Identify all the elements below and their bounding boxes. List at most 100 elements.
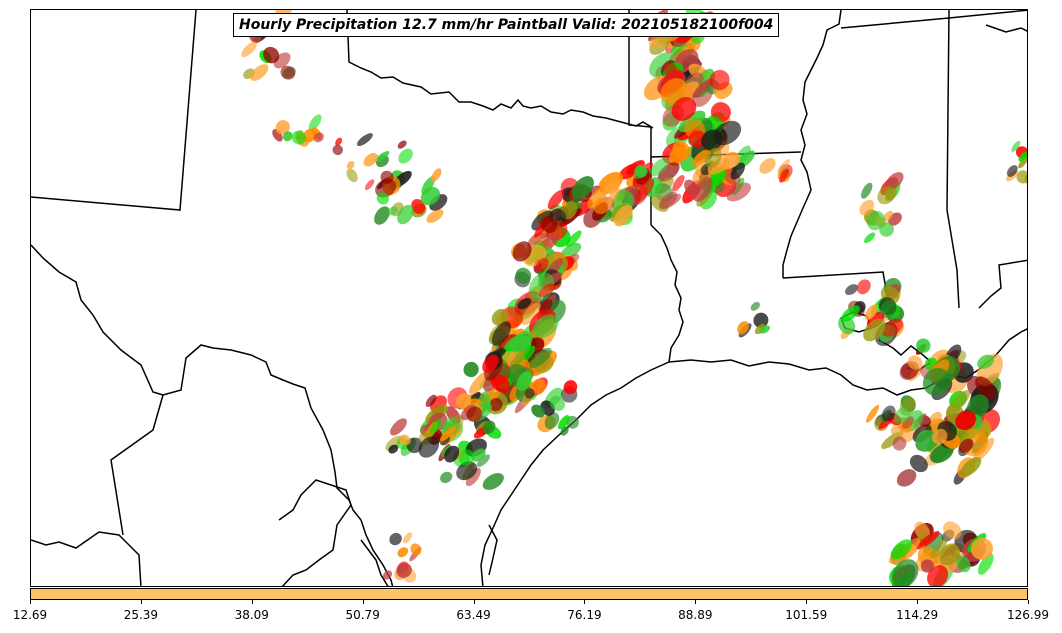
paintball-blob xyxy=(927,565,949,586)
paintball-blob xyxy=(693,177,713,202)
paintball-blob xyxy=(931,446,947,463)
paintball-blob xyxy=(308,114,322,131)
paintball-blob xyxy=(509,331,533,355)
paintball-blob xyxy=(544,412,560,430)
paintball-blob xyxy=(389,532,402,546)
mx-state-2 xyxy=(110,394,164,536)
paintball-blob xyxy=(1018,151,1027,162)
paintball-blob xyxy=(1016,170,1027,184)
paintball-blob xyxy=(465,467,481,487)
paintball-blob xyxy=(516,371,532,391)
colorbar-tick-label: 50.79 xyxy=(345,608,380,622)
paintball-blob xyxy=(476,454,490,467)
paintball-blob xyxy=(482,473,504,490)
paintball-blob xyxy=(571,176,594,200)
paintball-blob xyxy=(916,338,931,353)
colorbar-tick-mark xyxy=(473,600,475,604)
paintball-blob xyxy=(863,318,886,342)
paintball-blob xyxy=(864,232,876,244)
paintball-blob xyxy=(896,469,917,487)
paintball-blob xyxy=(977,354,995,369)
paintball-blob xyxy=(841,305,860,322)
paintball-blob xyxy=(429,418,442,435)
paintball-blob xyxy=(282,131,293,142)
paintball-blob xyxy=(587,186,608,209)
paintball-blob xyxy=(892,436,907,451)
paintball-blob xyxy=(930,539,947,559)
colorbar-tick-label: 63.49 xyxy=(456,608,491,622)
paintball-blob xyxy=(387,206,398,216)
paintball-blob xyxy=(398,148,413,164)
paintball-blob xyxy=(779,168,789,183)
paintball-blob xyxy=(723,151,741,168)
paintball-blob xyxy=(426,209,444,223)
mississippi-river xyxy=(782,10,842,278)
paintball-blob xyxy=(356,133,373,147)
nm-border-east xyxy=(31,10,197,211)
paintball-blob xyxy=(241,41,257,58)
paintball-blob xyxy=(660,78,687,104)
paintball-blob xyxy=(864,304,879,320)
paintball-blob xyxy=(956,555,971,573)
paintball-blob xyxy=(877,186,896,205)
paintball-blob xyxy=(363,152,379,167)
paintball-blob xyxy=(482,354,499,373)
paintball-blob xyxy=(671,97,697,121)
paintball-blob xyxy=(657,162,680,182)
colorbar-tick-mark xyxy=(1028,600,1029,604)
paintball-blob xyxy=(907,355,923,370)
paintball-blob xyxy=(527,347,552,369)
paintball-blob xyxy=(759,158,776,174)
paintball-blob xyxy=(916,530,940,550)
paintball-blob xyxy=(491,321,511,346)
colorbar-tick-mark xyxy=(362,600,364,604)
paintball-blob xyxy=(374,151,390,162)
tx-coast-island xyxy=(488,524,498,576)
paintball-blob xyxy=(946,389,971,416)
colorbar-tick-mark xyxy=(584,600,586,604)
paintball-blob xyxy=(701,129,723,151)
paintball-blob xyxy=(531,404,545,418)
colorbar xyxy=(30,588,1028,600)
paintball-blob xyxy=(922,368,951,396)
la-ms-border xyxy=(782,271,888,309)
colorbar-tick-label: 25.39 xyxy=(123,608,159,622)
paintball-blob xyxy=(385,435,402,451)
colorbar-tick-mark xyxy=(30,600,31,604)
paintball-blob xyxy=(845,284,858,296)
colorbar-tick-label: 101.59 xyxy=(785,608,828,622)
map-title: Hourly Precipitation 12.7 mm/hr Paintbal… xyxy=(233,13,780,37)
paintball-blob xyxy=(672,175,685,192)
paintball-blob xyxy=(975,376,996,399)
paintball-blob xyxy=(382,570,393,580)
colorbar-tick-label: 114.29 xyxy=(896,608,939,622)
paintball-blob xyxy=(403,532,412,544)
paintball-blob xyxy=(759,325,771,334)
paintball-blob xyxy=(614,204,633,227)
paintball-blob xyxy=(466,406,483,422)
colorbar-tick-mark xyxy=(806,600,808,604)
paintball-blob xyxy=(489,397,503,412)
paintball-blob xyxy=(704,147,722,169)
paintball-blob xyxy=(388,444,399,454)
tn-border-top xyxy=(840,10,1027,29)
paintball-blob xyxy=(515,267,532,284)
paintball-blob xyxy=(566,230,582,248)
paintball-blob xyxy=(920,559,935,573)
paintball-blob xyxy=(879,222,894,237)
paintball-blob xyxy=(866,211,885,231)
paintball-blob xyxy=(335,137,343,146)
paintball-blob xyxy=(411,198,426,215)
paintball-blob xyxy=(418,436,440,458)
paintball-blob xyxy=(431,168,442,182)
tx-coast xyxy=(480,361,670,586)
paintball-blob xyxy=(635,178,655,202)
paintball-blob xyxy=(346,160,355,170)
paintball-blob xyxy=(458,449,474,466)
state-boundaries xyxy=(31,10,1027,586)
colorbar-tick-label: 12.69 xyxy=(12,608,48,622)
paintball-blob xyxy=(374,206,390,225)
paintball-blob xyxy=(939,543,961,566)
paintball-blob xyxy=(684,179,700,196)
paintball-blob xyxy=(455,393,472,409)
